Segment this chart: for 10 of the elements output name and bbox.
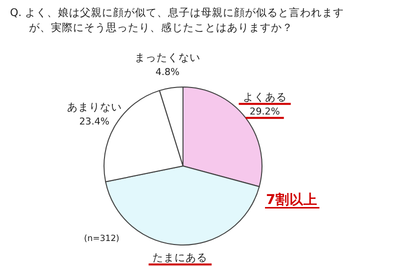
slice-label: まったくない bbox=[134, 52, 201, 64]
chart-title: Q. よく、娘は父親に顔が似て、息子は母親に顔が似ると言われますが、実際にそう思ったり、感じたことはありますか？ bbox=[10, 6, 344, 34]
data-label: 4.8% bbox=[155, 67, 180, 78]
data-label: 23.4% bbox=[79, 116, 110, 128]
text: (n=312) bbox=[84, 234, 120, 244]
data-label: 29.2% bbox=[250, 106, 280, 118]
slice-label: よくある bbox=[242, 91, 287, 104]
slice-label: たまにある bbox=[152, 252, 208, 264]
text: 7割以上 bbox=[266, 191, 318, 208]
slice-label: あまりない bbox=[66, 102, 122, 114]
